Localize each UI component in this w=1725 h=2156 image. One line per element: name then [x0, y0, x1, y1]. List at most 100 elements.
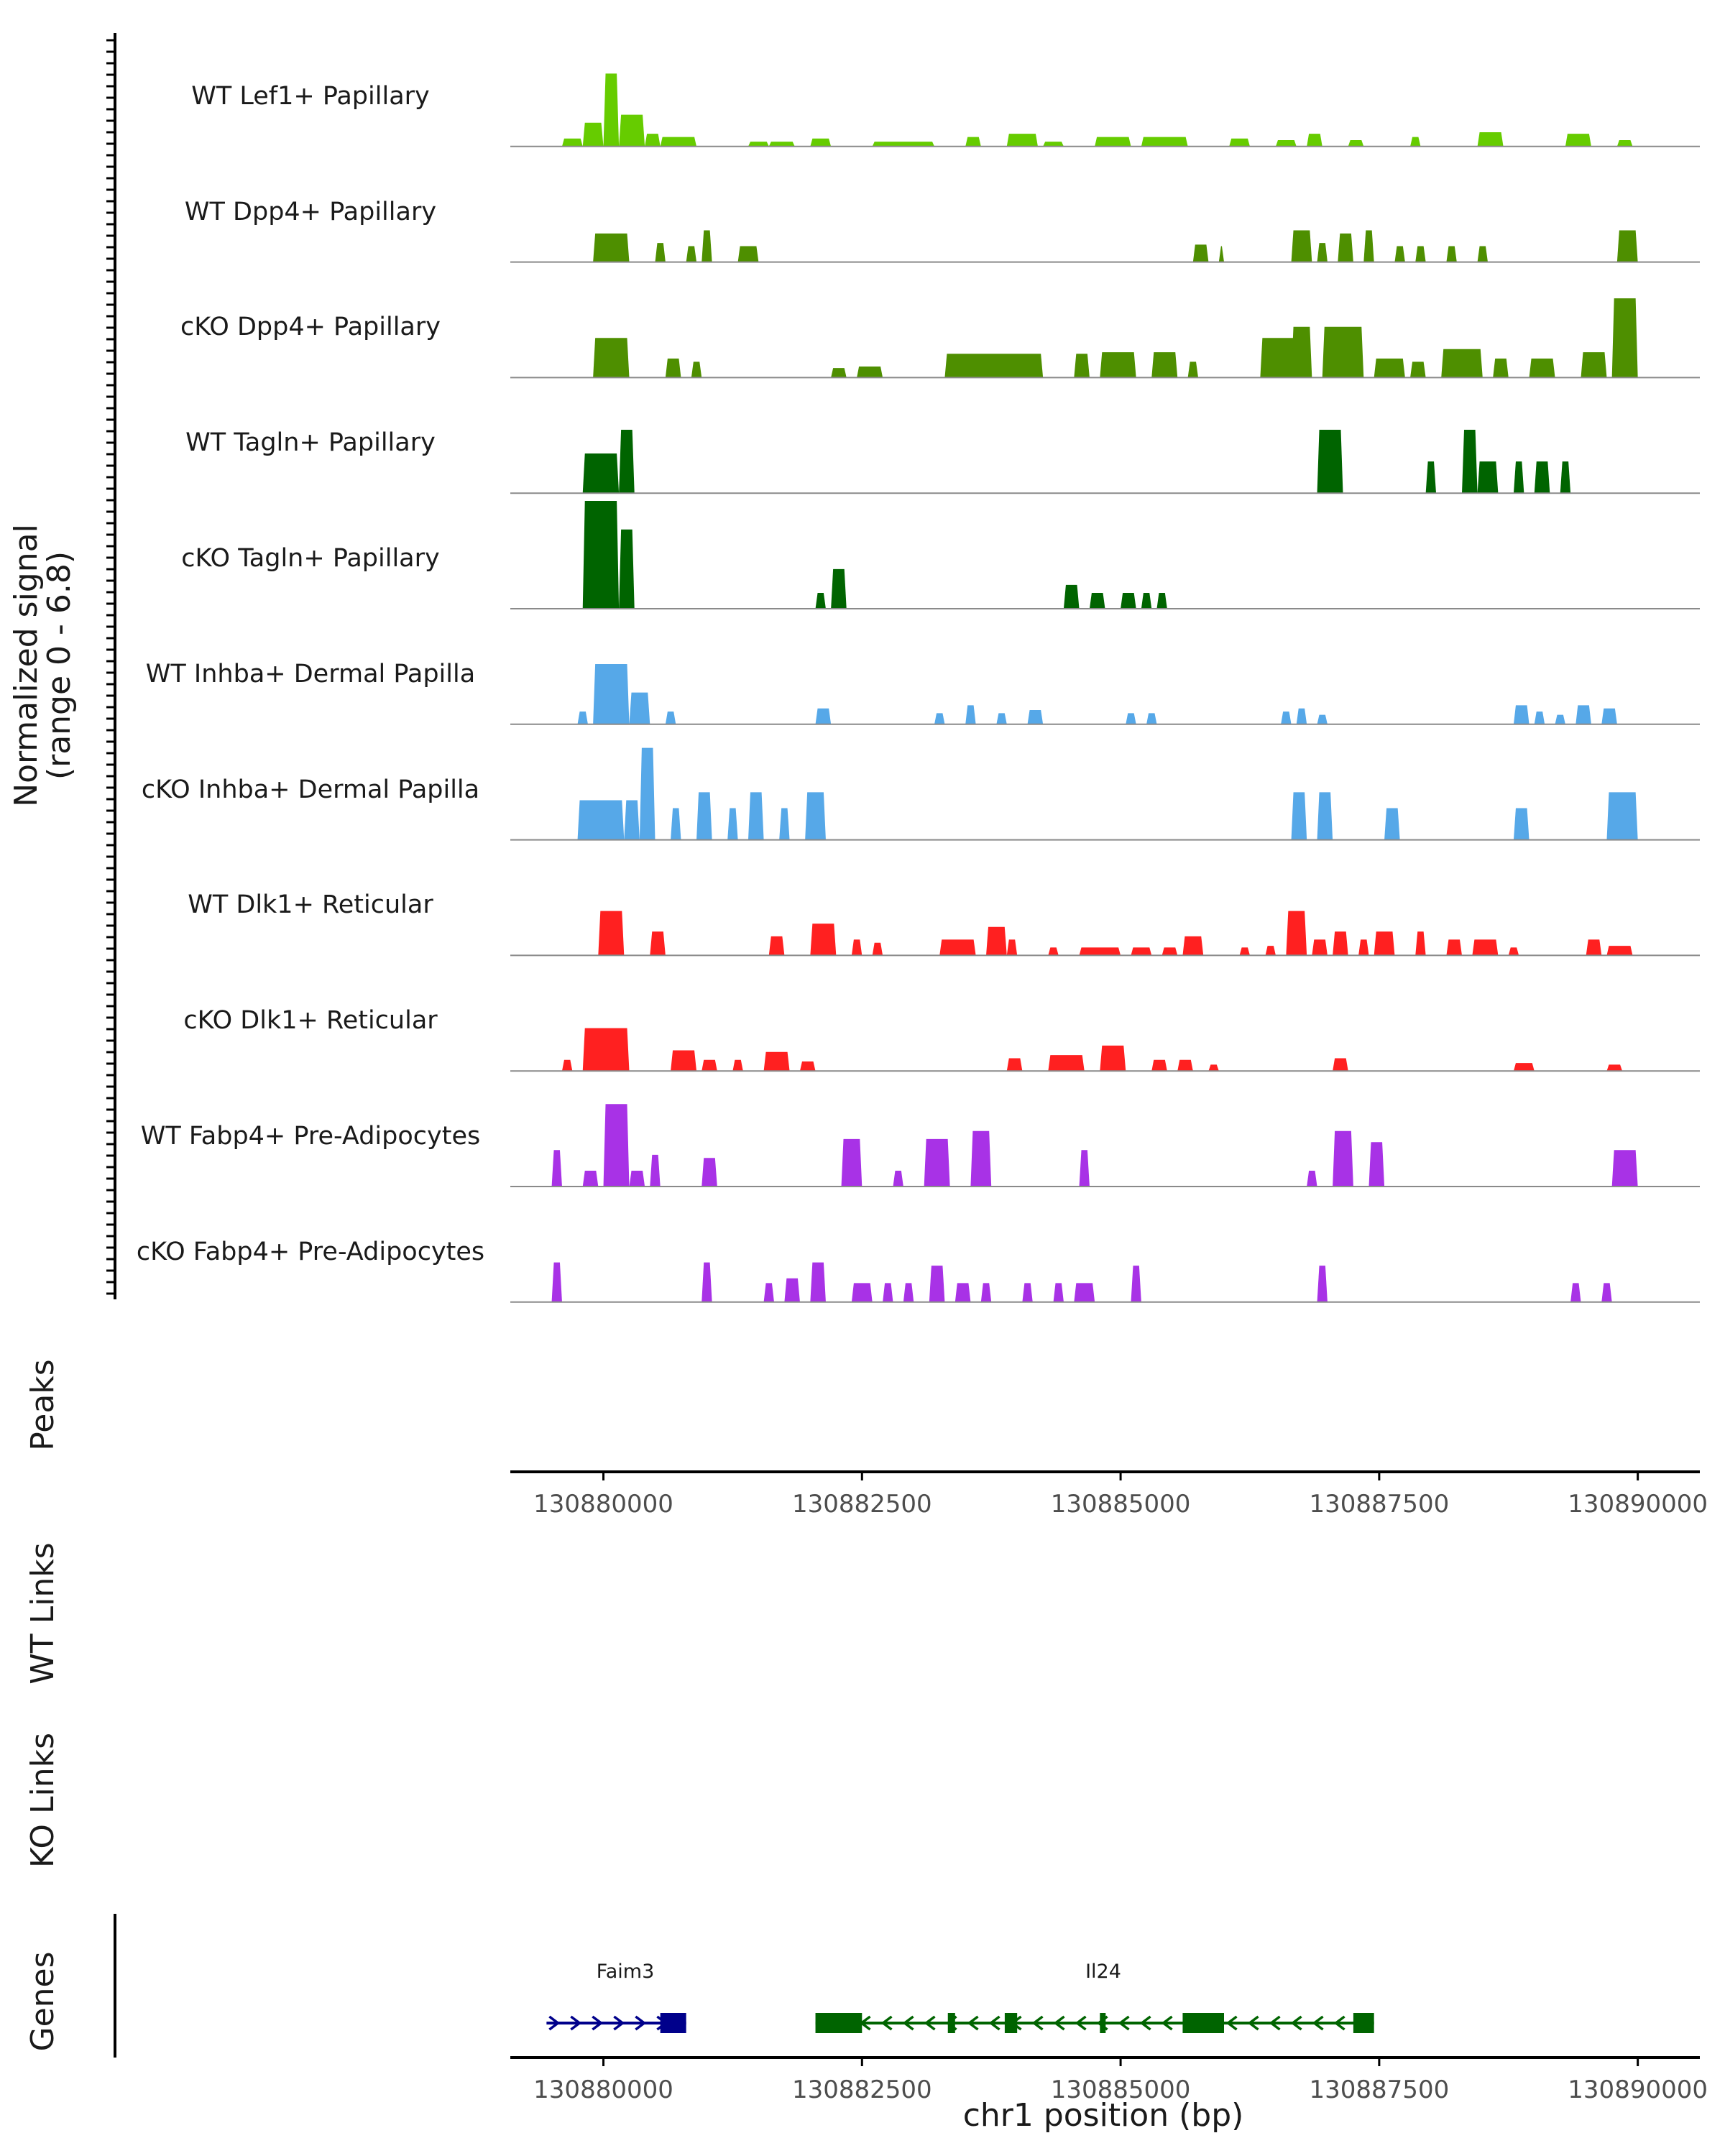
track-label: cKO Inhba+ Dermal Papilla — [141, 775, 480, 804]
coverage-peak — [965, 137, 981, 147]
y-axis-title-main: Normalized signal — [8, 524, 45, 807]
track-8 — [510, 911, 1700, 957]
coverage-peak — [1043, 142, 1064, 147]
coverage-peak — [970, 1130, 992, 1187]
coverage-peak — [1265, 946, 1276, 956]
coverage-peak — [1291, 326, 1312, 378]
coverage-peak — [1534, 711, 1545, 724]
peaks-axis-tick-label: 130890000 — [1568, 1490, 1708, 1519]
coverage-peak — [851, 939, 862, 956]
coverage-peak — [768, 142, 795, 147]
coverage-peak — [1611, 1150, 1638, 1187]
coverage-peak — [1048, 1055, 1085, 1072]
track-label: cKO Tagln+ Papillary — [181, 544, 440, 573]
coverage-peak — [1291, 230, 1312, 262]
genes-axis-tick-label: 130880000 — [533, 2076, 673, 2104]
coverage-peak — [1095, 137, 1131, 147]
coverage-peak — [1307, 1170, 1317, 1187]
coverage-peak — [1192, 244, 1209, 262]
coverage-peak — [1074, 354, 1090, 378]
coverage-peak — [1291, 792, 1307, 840]
peaks-axis-tick-label: 130882500 — [792, 1490, 932, 1519]
gene-exon — [1100, 2013, 1106, 2033]
coverage-peak — [629, 692, 650, 724]
coverage-peak — [624, 800, 640, 840]
coverage-peak — [810, 138, 832, 147]
coverage-peak — [551, 1150, 562, 1187]
coverage-peak — [1462, 429, 1478, 494]
coverage-peak — [702, 1158, 717, 1187]
gene-exon — [660, 2013, 686, 2033]
coverage-peak — [810, 923, 837, 956]
coverage-peak — [934, 713, 945, 724]
coverage-peak — [1239, 947, 1250, 956]
strand-arrow — [1161, 2015, 1173, 2031]
x-axis-title: chr1 position (bp) — [962, 2097, 1244, 2134]
coverage-peak — [696, 792, 712, 840]
coverage-peak — [1513, 1063, 1535, 1072]
coverage-peak — [1425, 461, 1437, 494]
coverage-peak — [645, 134, 661, 147]
coverage-peak — [1415, 931, 1426, 956]
coverage-peak — [1606, 792, 1638, 840]
coverage-peak — [996, 713, 1007, 724]
strand-arrow — [1031, 2015, 1044, 2031]
coverage-peak — [1027, 709, 1044, 724]
coverage-peak — [815, 592, 826, 609]
coverage-peak — [1187, 361, 1199, 378]
coverage-peak — [1141, 592, 1152, 609]
coverage-peak — [561, 138, 583, 147]
gene-model-Faim3 — [546, 2013, 686, 2033]
coverage-peak — [1508, 947, 1519, 956]
coverage-peak — [1006, 1058, 1023, 1072]
y-axis-title: Normalized signal (range 0 - 6.8) — [8, 450, 78, 881]
coverage-peak — [619, 529, 635, 609]
peaks-axis-tick-label: 130885000 — [1051, 1490, 1191, 1519]
coverage-peak — [1384, 808, 1400, 840]
coverage-peak — [1616, 139, 1633, 147]
coverage-peak — [1601, 1283, 1612, 1302]
coverage-peak — [582, 1028, 630, 1072]
gene-exon — [1353, 2013, 1374, 2033]
track-7 — [510, 747, 1700, 841]
genes-x-axis: 130880000 130882500 130885000 130887500 1308… — [510, 2056, 1708, 2104]
coverage-peak — [1260, 338, 1297, 378]
coverage-peak — [593, 338, 630, 378]
coverage-peak — [732, 1059, 743, 1072]
coverage-peak — [1616, 230, 1638, 262]
coverage-peak — [763, 1051, 790, 1072]
track-label: cKO Dlk1+ Reticular — [183, 1006, 438, 1036]
coverage-peak — [929, 1266, 945, 1302]
coverage-peak — [1477, 461, 1499, 494]
coverage-peak — [1333, 1130, 1353, 1187]
coverage-peak — [702, 1059, 717, 1072]
genes-axis-tick-label: 130882500 — [792, 2076, 932, 2104]
wt-links-label: WT Links — [24, 1542, 61, 1685]
coverage-peak — [1218, 246, 1224, 262]
coverage-peak — [872, 942, 883, 956]
strand-arrow — [1269, 2015, 1281, 2031]
coverage-peak — [805, 792, 826, 840]
coverage-peak — [815, 708, 832, 724]
peaks-axis-tick-label: 130887500 — [1310, 1490, 1450, 1519]
coverage-peak — [577, 711, 588, 724]
strand-arrow — [613, 2015, 625, 2031]
coverage-peak — [665, 358, 681, 378]
coverage-peak — [650, 1154, 661, 1187]
coverage-peak — [582, 501, 620, 609]
strand-arrow — [592, 2015, 604, 2031]
coverage-peak — [1374, 931, 1395, 956]
coverage-peak — [671, 1050, 697, 1072]
coverage-peak — [1146, 713, 1157, 724]
track-label: WT Dlk1+ Reticular — [188, 890, 433, 920]
coverage-peak — [768, 936, 785, 956]
coverage-peak — [1151, 352, 1178, 378]
gene-exon — [815, 2013, 862, 2033]
coverage-peak — [980, 1283, 992, 1302]
strand-arrow — [1053, 2015, 1065, 2031]
track-label: cKO Dpp4+ Papillary — [180, 313, 441, 342]
coverage-peak — [954, 1283, 971, 1302]
track-4 — [510, 429, 1700, 494]
coverage-peak — [1317, 1266, 1328, 1302]
track-label: WT Fabp4+ Pre-Adipocytes — [140, 1122, 481, 1151]
